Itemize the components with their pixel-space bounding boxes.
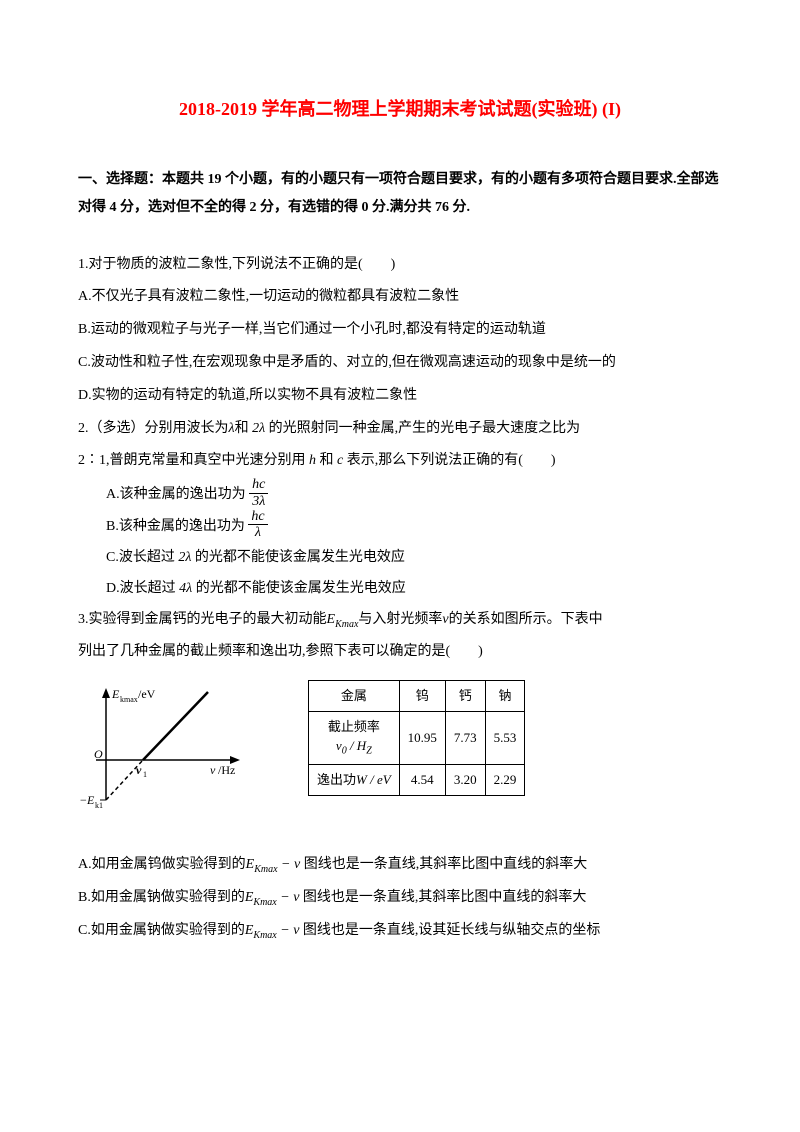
c-var: c <box>334 453 347 468</box>
q2-p1b: 和 <box>235 421 249 436</box>
q2-opt-b: B.该种金属的逸出功为 hcλ <box>106 511 722 543</box>
svg-text:E: E <box>111 687 120 701</box>
two-lambda-var: 2λ <box>249 421 269 436</box>
q1-opt-b: B.运动的微观粒子与光子一样,当它们通过一个小孔时,都没有特定的运动轨道 <box>78 315 722 346</box>
td-val: 10.95 <box>399 712 445 765</box>
q3-cb: 图线也是一条直线,设其延长线与纵轴交点的坐标 <box>303 923 601 938</box>
td-freq-label: 截止频率 ν0 / HZ <box>309 712 400 765</box>
q2-a-text: A.该种金属的逸出功为 <box>106 487 246 502</box>
q3-opt-a: A.如用金属钨做实验得到的EKmax − ν 图线也是一条直线,其斜率比图中直线… <box>78 850 722 881</box>
svg-text:E: E <box>86 793 95 807</box>
q3-bb: 图线也是一条直线,其斜率比图中直线的斜率大 <box>303 890 587 905</box>
q3-ba: B.如用金属钠做实验得到的 <box>78 890 245 905</box>
w-ev: W / eV <box>356 772 391 787</box>
svg-text:kmax: kmax <box>120 695 138 704</box>
td-val: 4.54 <box>399 765 445 796</box>
q2-b-text: B.该种金属的逸出功为 <box>106 519 245 534</box>
q2-p2b: 表示,那么下列说法正确的有( ) <box>347 453 556 468</box>
q1-opt-d: D.实物的运动有特定的轨道,所以实物不具有波粒二象性 <box>78 381 722 412</box>
q3-p1a: 3.实验得到金属钙的光电子的最大初动能 <box>78 612 327 627</box>
h-var: h <box>306 453 320 468</box>
td-val: 7.73 <box>445 712 485 765</box>
q3-aa: A.如用金属钨做实验得到的 <box>78 857 246 872</box>
td-val: 2.29 <box>485 765 525 796</box>
q3-ca: C.如用金属钠做实验得到的 <box>78 923 245 938</box>
q2-opt-a: A.该种金属的逸出功为 hc3λ <box>106 479 722 511</box>
td-work-label: 逸出功W / eV <box>309 765 400 796</box>
td-val: 5.53 <box>485 712 525 765</box>
frac-hc-3lambda: hc3λ <box>249 477 268 509</box>
frac-hc-lambda: hcλ <box>248 509 267 541</box>
q2-p1c: 的光照射同一种金属,产生的光电子最大速度之比为 <box>269 421 581 436</box>
svg-text:ν: ν <box>136 763 142 777</box>
q3-p1b: 与入射光频率 <box>358 612 442 627</box>
ek-nu-c: EKmax − ν <box>245 923 300 938</box>
section-instructions: 一、选择题：本题共 19 个小题，有的小题只有一项符合题目要求，有的小题有多项符… <box>78 166 722 222</box>
svg-text:/Hz: /Hz <box>218 763 235 777</box>
td-val: 3.20 <box>445 765 485 796</box>
q3-stem-line2: 列出了几种金属的截止频率和逸出功,参照下表可以确定的是( ) <box>78 637 722 668</box>
figure-table-row: E kmax /eV O ν 1 ν /Hz − E k1 金属 钨 钙 钠 截… <box>78 680 722 820</box>
q2-ca: C.波长超过 <box>106 550 175 565</box>
q3-opt-b: B.如用金属钠做实验得到的EKmax − ν 图线也是一条直线,其斜率比图中直线… <box>78 883 722 914</box>
th-ca: 钙 <box>445 681 485 712</box>
th-na: 钠 <box>485 681 525 712</box>
work-l1: 逸出功 <box>317 772 356 787</box>
q3-ab: 图线也是一条直线,其斜率比图中直线的斜率大 <box>304 857 588 872</box>
ek-nu-a: EKmax − ν <box>246 857 301 872</box>
q1-opt-a: A.不仅光子具有波粒二象性,一切运动的微粒都具有波粒二象性 <box>78 282 722 313</box>
th-w: 钨 <box>399 681 445 712</box>
ek-nu-chart: E kmax /eV O ν 1 ν /Hz − E k1 <box>78 680 248 820</box>
q2-opt-c: C.波长超过 2λ 的光都不能使该金属发生光电效应 <box>106 543 722 574</box>
svg-text:k1: k1 <box>95 801 103 810</box>
q2-stem-line2: 2∶1,普朗克常量和真空中光速分别用 h 和 c 表示,那么下列说法正确的有( … <box>78 446 722 477</box>
q3-opt-c: C.如用金属钠做实验得到的EKmax − ν 图线也是一条直线,设其延长线与纵轴… <box>78 916 722 947</box>
q2-p2mid: 和 <box>320 453 334 468</box>
table-row: 金属 钨 钙 钠 <box>309 681 525 712</box>
q2-cb: 的光都不能使该金属发生光电效应 <box>195 550 405 565</box>
metal-table: 金属 钨 钙 钠 截止频率 ν0 / HZ 10.95 7.73 5.53 逸出… <box>308 680 525 796</box>
four-lambda-d: 4λ <box>176 581 196 596</box>
q1-opt-c: C.波动性和粒子性,在宏观现象中是矛盾的、对立的,但在微观高速运动的现象中是统一… <box>78 348 722 379</box>
th-metal: 金属 <box>309 681 400 712</box>
svg-text:ν: ν <box>210 763 216 777</box>
svg-text:−: − <box>80 793 87 807</box>
q2-p2a: 2∶1,普朗克常量和真空中光速分别用 <box>78 453 306 468</box>
q2-p1a: 2.（多选）分别用波长为 <box>78 421 229 436</box>
q3-stem-line1: 3.实验得到金属钙的光电子的最大初动能EKmax与入射光频率ν的关系如图所示。下… <box>78 605 722 636</box>
nu0-hz: ν0 / HZ <box>336 738 372 753</box>
table-row: 截止频率 ν0 / HZ 10.95 7.73 5.53 <box>309 712 525 765</box>
svg-text:/eV: /eV <box>138 687 156 701</box>
svg-text:1: 1 <box>143 770 147 779</box>
q2-opt-d: D.波长超过 4λ 的光都不能使该金属发生光电效应 <box>106 574 722 605</box>
freq-l1: 截止频率 <box>328 719 380 734</box>
q2-da: D.波长超过 <box>106 581 176 596</box>
q1-stem: 1.对于物质的波粒二象性,下列说法不正确的是( ) <box>78 250 722 281</box>
page-title: 2018-2019 学年高二物理上学期期末考试试题(实验班) (I) <box>78 90 722 130</box>
q2-db: 的光都不能使该金属发生光电效应 <box>196 581 406 596</box>
table-row: 逸出功W / eV 4.54 3.20 2.29 <box>309 765 525 796</box>
q2-stem-line1: 2.（多选）分别用波长为λ和 2λ 的光照射同一种金属,产生的光电子最大速度之比… <box>78 414 722 445</box>
two-lambda-c: 2λ <box>175 550 195 565</box>
q3-p1c: 的关系如图所示。下表中 <box>449 612 603 627</box>
svg-text:O: O <box>94 747 103 761</box>
ekmax-var: EKmax <box>327 612 359 627</box>
ek-nu-b: EKmax − ν <box>245 890 300 905</box>
